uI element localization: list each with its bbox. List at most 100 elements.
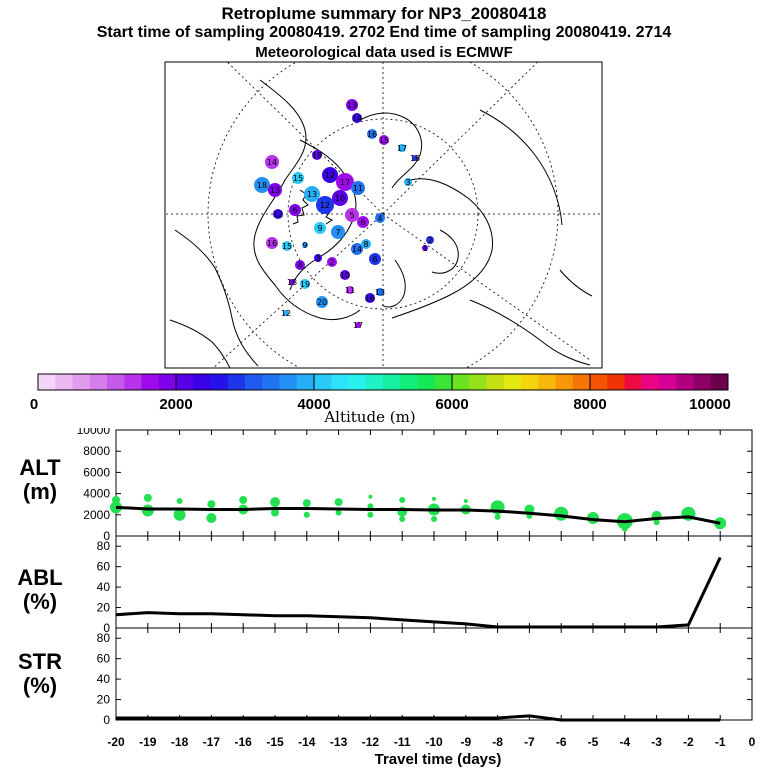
plume-marker-label: 19 [300, 280, 310, 289]
colorbar-cell [158, 374, 177, 390]
plume-marker [295, 260, 305, 270]
colorbar-tick-label: 8000 [573, 396, 606, 413]
plume-marker [322, 167, 338, 183]
colorbar-cell [538, 374, 556, 390]
colorbar-cell [314, 374, 332, 390]
colorbar-cell [590, 374, 608, 390]
alt-cluster-point [367, 503, 374, 510]
colorbar-cell [572, 374, 591, 390]
x-tick-label: -2 [683, 735, 694, 749]
plume-marker-label: 3 [405, 178, 410, 187]
colorbar-cell [55, 374, 73, 390]
alt-cluster-point [653, 519, 660, 526]
plume-marker-label: 15 [293, 174, 303, 183]
plume-marker [346, 286, 354, 294]
alt-panel-label: ALT (m) [12, 456, 68, 504]
colorbar-cell [348, 374, 367, 390]
alt-label-line2: (m) [22, 479, 58, 504]
x-tick-label: -9 [460, 735, 471, 749]
colorbar-cell [193, 374, 211, 390]
alt-cluster-point [494, 513, 501, 520]
plume-marker-label: 2 [329, 258, 334, 267]
alt-cluster-point [302, 499, 311, 508]
plume-marker [314, 254, 322, 262]
colorbar-cell [176, 374, 194, 390]
colorbar-title: Altitude (m) [323, 408, 415, 426]
plume-marker [336, 173, 354, 191]
alt-cluster-point [335, 509, 342, 516]
colorbar-cell [262, 374, 280, 390]
alt-cluster-point [368, 494, 373, 499]
abl-panel-label: ABL (%) [12, 566, 68, 614]
y-tick-label: 20 [97, 601, 111, 615]
plume-marker [365, 293, 375, 303]
panel-frame [115, 627, 753, 721]
plume-marker [369, 253, 381, 265]
plume-marker [352, 113, 362, 123]
plume-marker-label: 11 [345, 286, 355, 295]
y-tick-label: 20 [97, 693, 111, 707]
alt-cluster-point [206, 512, 217, 523]
colorbar-tick-label: 4000 [297, 396, 330, 413]
plume-marker-label: 9 [317, 224, 322, 233]
alt-cluster-point [399, 496, 406, 503]
plume-marker-label: 4 [377, 214, 382, 223]
plume-marker-label: 16 [367, 130, 377, 139]
plume-marker-label: 3 [315, 254, 320, 263]
y-tick-label: 60 [97, 560, 111, 574]
colorbar-cell [89, 374, 108, 390]
colorbar-cell [521, 374, 539, 390]
x-tick-label: -19 [139, 735, 157, 749]
colorbar-ticks: 0 2000 4000 6000 8000 10000 [30, 374, 731, 413]
plume-marker-label: 6 [372, 255, 377, 264]
colorbar-cell [107, 374, 125, 390]
plume-marker [404, 178, 412, 186]
plume-marker [312, 150, 322, 160]
plume-marker-label: 17 [340, 178, 350, 187]
colorbar-cell [141, 374, 160, 390]
plume-marker-label: 10 [340, 271, 350, 280]
x-tick-label: -18 [171, 735, 189, 749]
colorbar-cell [469, 374, 487, 390]
alt-cluster-point [714, 517, 727, 530]
x-tick-label: -14 [298, 735, 316, 749]
plume-marker-label: 11 [353, 184, 363, 193]
x-tick-label: -6 [556, 735, 567, 749]
colorbar-cell [641, 374, 660, 390]
alt-cluster-point [141, 504, 154, 517]
colorbar-cells [38, 374, 729, 390]
alt-cluster-point [431, 516, 437, 523]
abl-label-line2: (%) [22, 589, 58, 614]
colorbar-cell [383, 374, 401, 390]
x-axis-label: Travel time (days) [375, 751, 502, 768]
plume-marker-label: 4 [297, 261, 302, 270]
colorbar-cell [676, 374, 694, 390]
y-tick-label: 40 [97, 580, 111, 594]
colorbar-cell [503, 374, 522, 390]
series-line [116, 714, 721, 722]
plume-marker-label: 5 [349, 211, 354, 220]
plume-marker-label: 13 [375, 288, 385, 297]
plume-marker [346, 99, 358, 111]
x-tick-label: -5 [588, 735, 599, 749]
plume-marker [355, 322, 361, 328]
plume-marker [426, 236, 434, 244]
colorbar-cell [331, 374, 349, 390]
plume-marker [351, 181, 365, 195]
alt-cluster-point [112, 495, 120, 504]
colorbar-cell [227, 374, 246, 390]
colorbar-tick-label: 6000 [435, 396, 468, 413]
alt-label-line1: ALT [19, 455, 61, 480]
altitude-colorbar: 0 2000 4000 6000 8000 10000 Altitude (m) [30, 373, 731, 426]
x-tick-label: -8 [492, 735, 503, 749]
plume-marker [357, 216, 369, 228]
x-tick-label: -16 [235, 735, 253, 749]
x-tick-label: -20 [107, 735, 125, 749]
y-tick-label: 60 [97, 652, 111, 666]
alt-cluster-point [207, 500, 216, 509]
plume-marker-label: 19 [312, 151, 322, 160]
x-tick-label: -17 [203, 735, 221, 749]
colorbar-cell [452, 374, 470, 390]
plume-marker-label: 8 [363, 240, 368, 249]
